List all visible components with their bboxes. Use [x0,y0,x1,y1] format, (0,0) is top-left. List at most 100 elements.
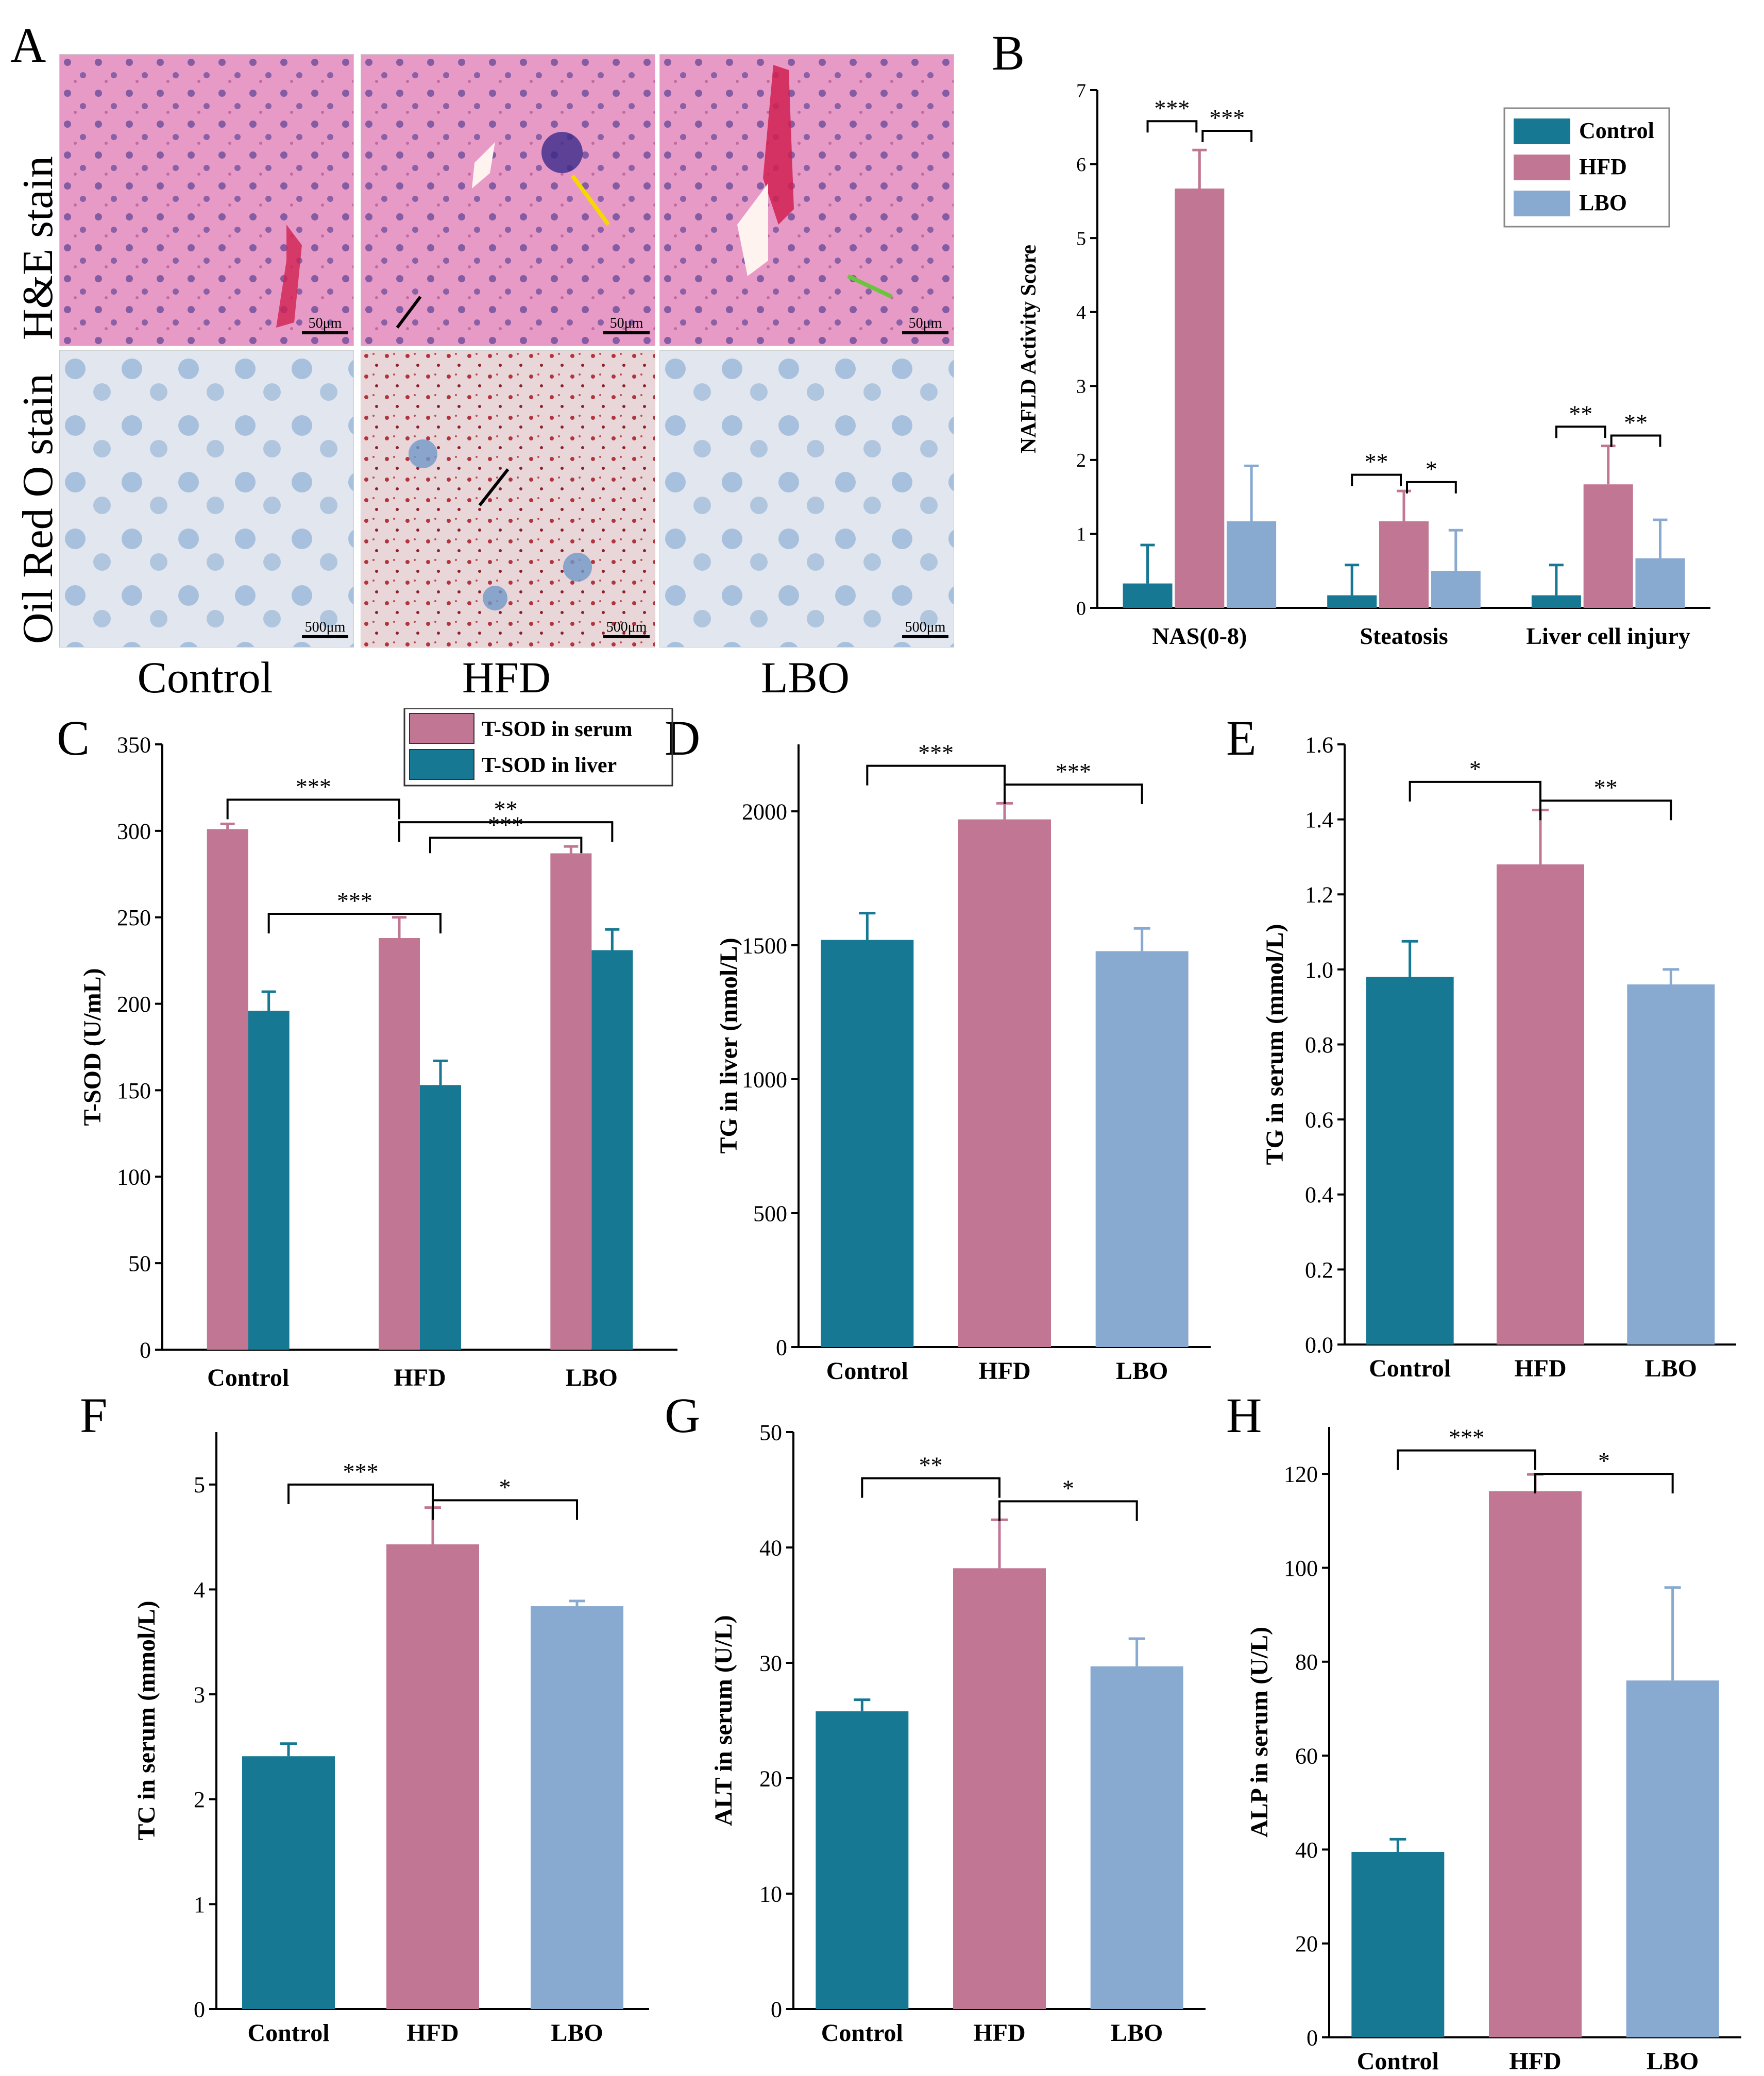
legend-swatch-control [1514,118,1570,144]
panel-letter-e: E [1226,710,1257,765]
y-tick-label: 2 [1076,450,1086,471]
legend-swatch-hfd [1514,155,1570,180]
bar-lbo [531,1606,623,2009]
y-tick-label: 60 [1295,1743,1318,1768]
scale-label: 500μm [305,619,346,635]
significance-bracket [1406,481,1457,494]
scale-label: 50μm [610,315,643,331]
bar-hfd [953,1568,1046,2009]
x-tick-label: HFD [406,2019,459,2047]
bar-lbo [1090,1666,1183,2009]
row-label-he: H&E stain [14,156,62,340]
legend-label-lbo: LBO [1579,190,1627,215]
y-axis-label: ALP in serum (U/L) [1246,1627,1273,1837]
x-tick-label: NAS(0-8) [1152,623,1247,649]
x-tick-label: HFD [1514,1355,1566,1382]
legend-swatch-lbo [1514,191,1570,216]
x-tick-label: Control [1357,2048,1439,2071]
y-tick-label: 1.4 [1305,807,1333,832]
bar-hfd [1583,484,1633,608]
panel-letter-d: D [665,710,701,765]
bar-t-sod-in-serum [550,853,592,1350]
legend-box [403,708,673,787]
y-tick-label: 0 [1307,2025,1318,2050]
y-tick-label: 0.0 [1305,1332,1333,1357]
significance-label: *** [337,888,372,914]
y-tick-label: 0 [771,1997,782,2022]
significance-bracket [861,1477,1000,1498]
x-tick-label: LBO [566,1364,618,1391]
significance-label: * [1426,456,1437,482]
scale-label: 50μm [309,315,342,331]
y-tick-label: 1000 [742,1067,787,1092]
significance-bracket [287,1483,434,1504]
bar-hfd [386,1544,479,2009]
panel-letter-a: A [10,18,46,73]
significance-label: ** [1365,449,1388,475]
panel-letter-c: C [57,710,90,765]
significance-bracket [1146,120,1198,133]
y-tick-label: 100 [117,1165,151,1190]
bar-t-sod-in-liver [248,1011,290,1350]
legend-label: T-SOD in serum [482,718,633,741]
x-tick-label: LBO [1647,2048,1699,2071]
y-tick-label: 1.2 [1305,882,1333,908]
y-tick-label: 150 [117,1078,151,1103]
scale-label: 500μm [606,619,647,635]
significance-label: ** [919,1452,943,1478]
y-tick-label: 1 [1076,524,1086,546]
significance-label: ** [1569,400,1592,427]
panel-letter-b: B [992,25,1025,80]
significance-label: *** [1056,758,1091,785]
bar-lbo [1227,521,1277,608]
significance-label: * [1598,1448,1610,1474]
y-axis-label: T-SOD (U/mL) [79,968,106,1126]
y-tick-label: 4 [194,1577,205,1603]
y-tick-label: 0 [140,1337,151,1363]
significance-label: *** [1154,95,1190,121]
legend-label: T-SOD in liver [482,754,617,777]
significance-bracket [1397,1449,1536,1470]
significance-label: *** [918,740,954,766]
micrograph-he-hfd: 50μm [361,54,655,346]
x-tick-label: HFD [973,2019,1025,2047]
significance-bracket [1201,129,1253,142]
y-tick-label: 3 [194,1682,205,1707]
bar-lbo [1626,1680,1719,2037]
y-tick-label: 1.0 [1305,957,1333,982]
bar-hfd [1379,521,1429,608]
x-tick-label: HFD [978,1357,1030,1385]
panel-letter-g: G [665,1388,701,1443]
x-tick-label: Steatosis [1360,623,1448,649]
y-tick-label: 0.6 [1305,1108,1333,1133]
significance-bracket [226,798,400,820]
y-tick-label: 50 [759,1420,782,1445]
y-tick-label: 6 [1076,154,1086,176]
panel-letter-h: H [1226,1388,1262,1443]
y-tick-label: 0.2 [1305,1257,1333,1283]
y-tick-label: 2000 [742,799,787,824]
significance-bracket [866,764,1006,786]
y-axis-label: ALT in serum (U/L) [710,1615,737,1826]
legend-swatch [409,713,474,744]
bar-t-sod-in-serum [379,938,420,1350]
significance-bracket [1555,426,1606,438]
chart-f-tc-serum: 0 1 2 3 4 5 TC in serum (mmol/L) Control HFD LBO *… [133,1432,649,2047]
bar-t-sod-in-serum [207,829,248,1350]
y-tick-label: 0.8 [1305,1032,1333,1058]
micrograph-he-control: 50μm [59,54,354,346]
significance-label: *** [1449,1424,1484,1451]
chart-g-alt-serum: 0 10 20 30 40 50 ALT in serum (U/L) Control HFD L… [710,1420,1206,2047]
col-label-control: Control [137,653,273,702]
bar-lbo [1627,984,1715,1345]
y-tick-label: 80 [1295,1649,1318,1675]
significance-bracket [429,837,583,854]
chart-h-alp-serum: 0 20 40 60 80 100 120 ALP in serum (U/L) Control… [1246,1424,1741,2071]
legend-swatch [409,749,474,780]
bar-control [1351,1851,1445,2037]
bar-control [1327,595,1377,608]
y-tick-label: 0 [776,1335,787,1360]
y-axis-label: TG in liver (nmol/L) [715,938,742,1153]
significance-bracket [398,821,614,842]
